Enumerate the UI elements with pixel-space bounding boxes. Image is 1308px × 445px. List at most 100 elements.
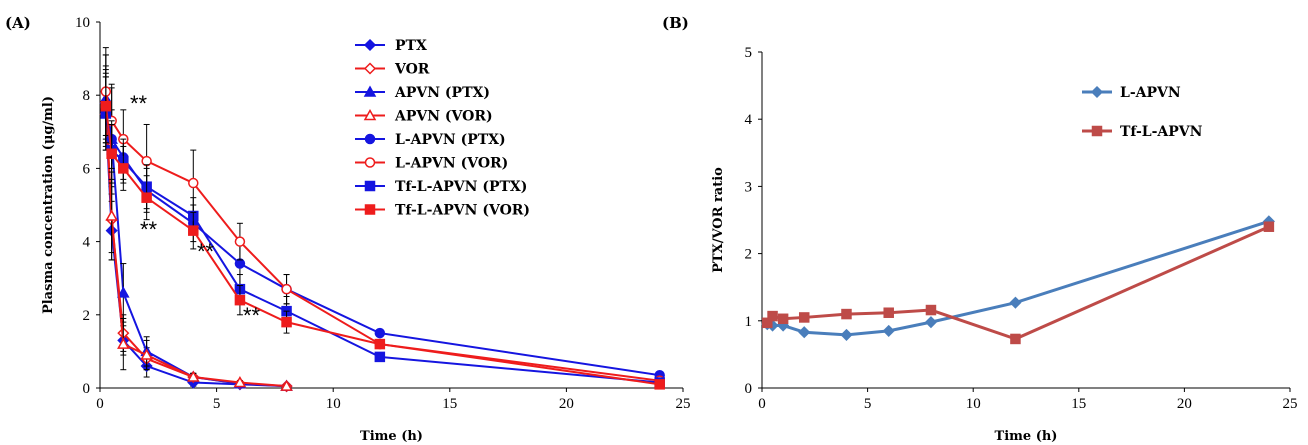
x-tick-label: 0 — [96, 396, 104, 412]
data-point — [100, 100, 112, 112]
data-point — [106, 148, 117, 160]
x-tick-label: 10 — [966, 396, 981, 412]
data-point — [118, 163, 129, 174]
significance-annotation: ** — [243, 303, 261, 328]
x-tick-label: 15 — [1071, 396, 1086, 412]
legend-label: PTX — [395, 38, 427, 54]
y-tick-label: 2 — [83, 308, 91, 324]
y-tick-label: 5 — [745, 45, 753, 61]
data-point — [924, 316, 938, 329]
legend-item: APVN (PTX) — [355, 85, 490, 101]
y-tick-label: 0 — [83, 381, 91, 397]
legend-marker — [1090, 85, 1104, 99]
data-point — [1263, 221, 1275, 232]
data-point — [883, 307, 894, 318]
x-axis-label: Time (h) — [995, 429, 1058, 444]
data-point — [798, 312, 810, 323]
legend-marker — [364, 157, 376, 168]
legend-item: APVN (VOR) — [355, 109, 493, 125]
legend-item: L-APVN (PTX) — [355, 132, 506, 148]
legend-marker — [363, 85, 377, 97]
x-tick-label: 20 — [559, 396, 574, 412]
legend-marker — [364, 180, 376, 192]
legend-item: PTX — [355, 38, 427, 54]
y-tick-label: 1 — [745, 314, 753, 330]
data-point — [188, 225, 199, 236]
series-line — [766, 225, 1270, 341]
data-point — [117, 337, 130, 349]
x-tick-label: 10 — [326, 396, 341, 412]
data-point — [767, 310, 778, 322]
data-point — [141, 192, 152, 203]
data-point — [1009, 296, 1022, 309]
data-point — [798, 326, 811, 339]
y-axis-label: Plasma concentration (μg/ml) — [41, 96, 56, 314]
legend-marker — [1091, 125, 1103, 137]
panel-b: (B) 0 5 10 15 20 25 0 1 2 3 4 5 Time (h) PTX/VOR ratio… — [662, 14, 1298, 444]
panel-label: (A) — [5, 14, 31, 32]
data-point — [281, 316, 292, 328]
series-l-apvn-ptx- — [100, 54, 665, 381]
y-tick-label: 0 — [745, 381, 753, 397]
y-tick-label: 2 — [745, 247, 753, 263]
legend-item: Tf-L-APVN (PTX) — [355, 179, 527, 195]
series-l-apvn — [761, 215, 1275, 341]
legend-item: L-APVN (VOR) — [355, 156, 508, 172]
legend-item: Tf-L-APVN — [1082, 124, 1203, 140]
legend-item: VOR — [355, 62, 430, 78]
data-point — [117, 286, 130, 298]
x-tick-label: 25 — [1283, 396, 1298, 412]
legend-label: L-APVN (VOR) — [395, 156, 508, 172]
data-point — [762, 317, 773, 329]
legend-label: L-APVN — [1120, 85, 1181, 101]
panel-a: (A) 0 5 10 15 20 25 0 2 4 6 8 10 Time (h) Plasma conce… — [5, 14, 691, 444]
y-tick-label: 8 — [83, 88, 91, 104]
legend-label: Tf-L-APVN (VOR) — [395, 203, 530, 219]
x-tick-label: 20 — [1177, 396, 1192, 412]
legend-marker — [364, 133, 376, 145]
data-point — [1010, 333, 1021, 345]
y-tick-label: 10 — [75, 15, 90, 31]
significance-annotation: ** — [130, 91, 148, 116]
significance-annotation: ** — [140, 217, 158, 242]
significance-annotation: ** — [197, 239, 215, 264]
legend-label: APVN (PTX) — [394, 85, 490, 101]
legend-marker — [363, 108, 377, 121]
data-point — [374, 327, 386, 339]
legend-marker — [363, 62, 377, 75]
data-point — [141, 155, 152, 167]
y-axis-label: PTX/VOR ratio — [711, 167, 726, 273]
y-tick-label: 6 — [83, 161, 91, 177]
data-point — [188, 177, 199, 189]
data-point — [777, 313, 789, 325]
legend-marker — [363, 38, 377, 52]
data-point — [105, 209, 118, 221]
panel-label: (B) — [662, 14, 689, 32]
x-axis-label: Time (h) — [360, 429, 423, 444]
data-point — [374, 338, 386, 350]
data-point — [234, 294, 246, 306]
data-point — [234, 258, 246, 269]
data-point — [882, 324, 895, 337]
data-point — [280, 379, 293, 391]
legend-label: Tf-L-APVN — [1120, 124, 1203, 140]
legend-label: Tf-L-APVN (PTX) — [395, 179, 527, 195]
data-point — [233, 375, 247, 388]
data-point — [140, 348, 153, 360]
data-point — [187, 370, 200, 382]
data-point — [840, 328, 853, 341]
legend-item: L-APVN — [1082, 85, 1181, 101]
legend-label: APVN (VOR) — [394, 109, 493, 125]
series-tf-l-apvn-vor- — [100, 69, 665, 390]
x-tick-label: 25 — [676, 396, 691, 412]
data-point — [654, 379, 665, 390]
series-tf-l-apvn — [762, 221, 1275, 345]
data-point — [374, 351, 386, 363]
data-point — [234, 236, 246, 247]
data-point — [281, 283, 292, 295]
y-tick-label: 4 — [745, 112, 753, 128]
data-point — [841, 308, 852, 320]
x-tick-label: 5 — [213, 396, 221, 412]
x-tick-label: 5 — [864, 396, 872, 412]
legend-item: Tf-L-APVN (VOR) — [355, 203, 530, 219]
